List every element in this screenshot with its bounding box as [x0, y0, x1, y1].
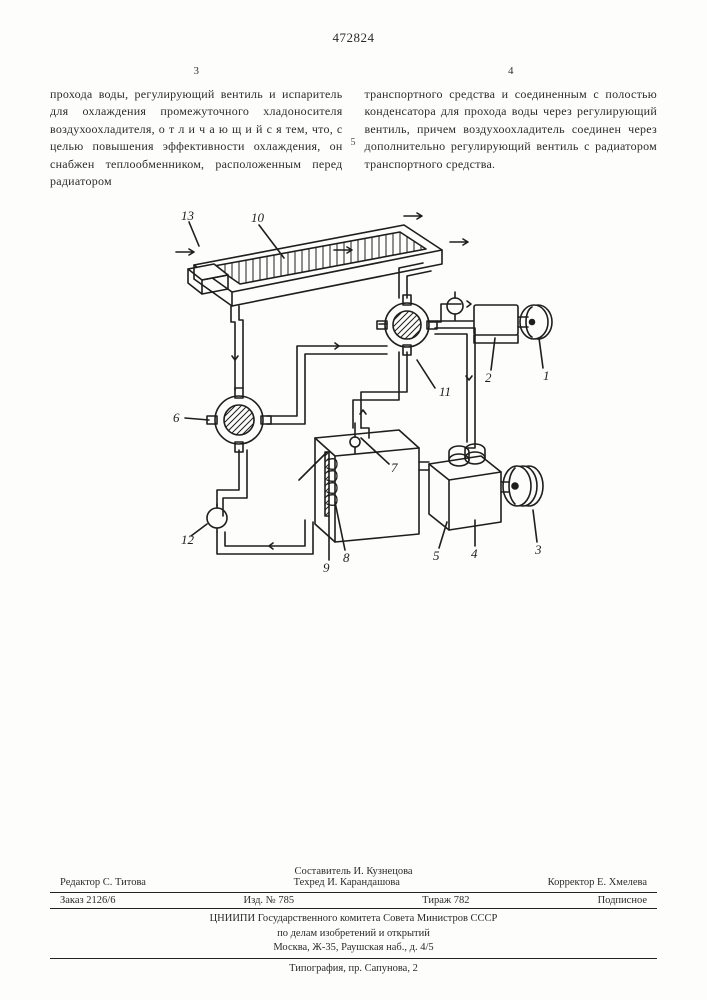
tirage-label: Тираж [422, 895, 451, 906]
left-column: 3 прохода воды, регулирующий вентиль и и… [50, 64, 343, 190]
patent-number: 472824 [50, 30, 657, 46]
diagram-label-2: 2 [485, 370, 492, 385]
diagram-label-6: 6 [173, 410, 180, 425]
org-line-2: по делам изобретений и открытий [50, 927, 657, 941]
credits-row: Редактор С. Титова Техред И. Карандашова… [50, 877, 657, 888]
compiler-line: Составитель И. Кузнецова [50, 866, 657, 877]
org-line-3: Москва, Ж-35, Раушская наб., д. 4/5 [50, 941, 657, 955]
tirage: Тираж 782 [422, 895, 469, 906]
diagram-label-12: 12 [181, 532, 195, 547]
corrector-name: Е. Хмелева [597, 877, 647, 888]
tech-label: Техред [294, 877, 325, 888]
right-column: 4 5 транспортного средства и соединенным… [365, 64, 658, 190]
typography-line: Типография, пр. Сапунова, 2 [50, 963, 657, 974]
tech-name: И. Карандашова [327, 877, 400, 888]
editor-label: Редактор [60, 877, 100, 888]
text-columns: 3 прохода воды, регулирующий вентиль и и… [50, 64, 657, 190]
publication-row: Заказ 2126/6 Изд. № 785 Тираж 782 Подпис… [50, 892, 657, 909]
diagram-label-13: 13 [181, 210, 195, 223]
compiler-label: Составитель [294, 866, 350, 877]
line-number-marker: 5 [351, 136, 356, 151]
right-col-number: 4 [365, 64, 658, 80]
tech: Техред И. Карандашова [294, 877, 400, 888]
editor-name: С. Титова [103, 877, 146, 888]
izd: Изд. № 785 [244, 895, 295, 906]
izd-value: № 785 [266, 895, 294, 906]
diagram-label-9: 9 [323, 560, 330, 575]
org-line-1: ЦНИИПИ Государственного комитета Совета … [50, 912, 657, 926]
diagram-label-10: 10 [251, 210, 265, 225]
diagram-label-4: 4 [471, 546, 478, 561]
diagram-label-1: 1 [543, 368, 550, 383]
order: Заказ 2126/6 [60, 895, 115, 906]
left-col-number: 3 [50, 64, 343, 80]
order-value: 2126/6 [86, 895, 115, 906]
diagram-label-8: 8 [343, 550, 350, 565]
footer: Составитель И. Кузнецова Редактор С. Тит… [50, 866, 657, 974]
order-label: Заказ [60, 895, 84, 906]
diagram-label-3: 3 [534, 542, 542, 557]
diagram-label-5: 5 [433, 548, 440, 563]
left-col-text: прохода воды, регулирующий вентиль и исп… [50, 86, 343, 190]
diagram-label-7: 7 [391, 460, 398, 475]
schematic-diagram: 13 10 11 2 1 6 12 7 8 9 3 4 5 [139, 210, 569, 630]
izd-label: Изд. [244, 895, 264, 906]
editor: Редактор С. Титова [60, 877, 146, 888]
tirage-value: 782 [454, 895, 470, 906]
org-block: ЦНИИПИ Государственного комитета Совета … [50, 912, 657, 955]
sign-label: Подписное [598, 895, 647, 906]
compiler-name: И. Кузнецова [353, 866, 412, 877]
diagram-label-11: 11 [439, 384, 451, 399]
right-col-text: транспортного средства и соединенным с п… [365, 86, 658, 173]
corrector: Корректор Е. Хмелева [548, 877, 647, 888]
corrector-label: Корректор [548, 877, 595, 888]
